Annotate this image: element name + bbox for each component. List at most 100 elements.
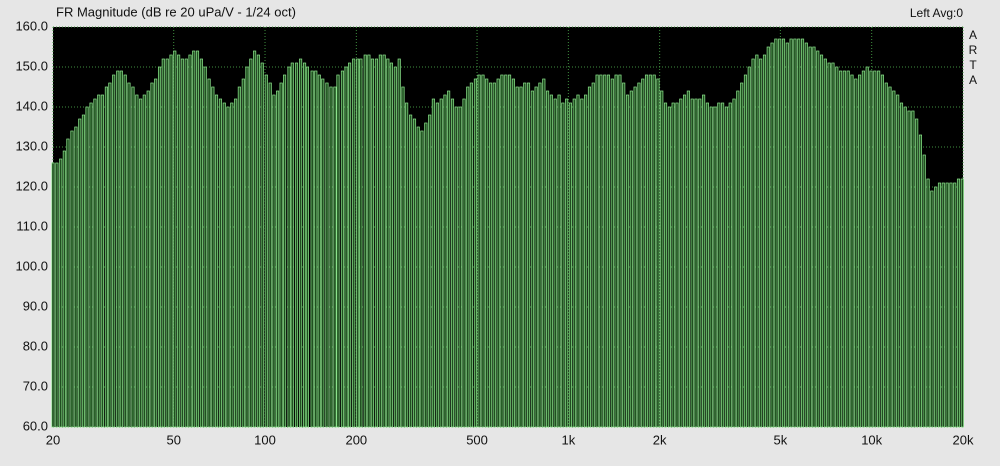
bar [173, 50, 177, 428]
bar [827, 62, 831, 428]
bar [93, 98, 97, 428]
bar [618, 74, 622, 428]
watermark: ARTA [966, 28, 980, 88]
x-tick-label: 100 [254, 432, 276, 447]
bar [473, 78, 478, 428]
bar [462, 98, 466, 428]
bar [839, 70, 843, 428]
bar [469, 82, 473, 428]
bar [299, 58, 303, 428]
bar [85, 106, 89, 428]
bar [911, 110, 915, 428]
bar [869, 70, 873, 428]
bar [759, 58, 763, 428]
bar [526, 82, 531, 428]
bar [268, 82, 272, 428]
bar [348, 62, 352, 428]
bar [625, 94, 630, 428]
bar [374, 58, 379, 428]
bar [333, 86, 337, 428]
bar [721, 102, 725, 428]
bar [276, 90, 280, 428]
bar [762, 54, 767, 428]
bar [321, 78, 325, 428]
bar [66, 138, 70, 428]
bar [439, 98, 443, 428]
bar [218, 98, 223, 428]
x-tick-label: 20 [46, 432, 60, 447]
bar [142, 94, 146, 428]
bar [713, 106, 717, 428]
bar [698, 98, 702, 428]
bar [858, 74, 862, 428]
bar [420, 130, 424, 428]
bar [435, 102, 439, 428]
bar [770, 42, 774, 428]
bar [119, 70, 123, 428]
bar [934, 186, 938, 428]
y-tick-label: 120.0 [15, 178, 48, 193]
bar [800, 38, 805, 428]
bar [504, 74, 508, 428]
bar [606, 74, 611, 428]
bar [116, 70, 120, 428]
y-tick-label: 100.0 [15, 258, 48, 273]
bar [808, 46, 812, 428]
bar [610, 78, 614, 428]
x-tick-label: 2k [653, 432, 667, 447]
bar [428, 114, 432, 428]
bar [450, 98, 455, 428]
bar [100, 94, 104, 428]
bar [690, 98, 694, 428]
bar [195, 50, 200, 428]
bar [401, 86, 405, 428]
bar [789, 38, 793, 428]
bar [515, 86, 519, 428]
bar [629, 90, 633, 428]
bar [443, 94, 447, 428]
bar [74, 126, 78, 428]
bar [797, 38, 801, 428]
bar [230, 102, 234, 428]
bar [310, 70, 314, 428]
bar [177, 54, 181, 428]
bar [850, 74, 854, 428]
bar [656, 78, 660, 428]
bar [644, 74, 649, 428]
bar [614, 74, 618, 428]
y-tick-label: 90.0 [23, 298, 48, 313]
bar [819, 54, 824, 428]
bar [264, 74, 268, 428]
bar [652, 74, 656, 428]
bar [203, 66, 207, 428]
bar [62, 150, 66, 428]
bar [139, 98, 143, 428]
bar [896, 94, 900, 428]
bar [755, 54, 759, 428]
bar [211, 86, 215, 428]
bar [329, 86, 333, 428]
bar [409, 114, 413, 428]
x-tick-label: 500 [466, 432, 488, 447]
bar [587, 86, 592, 428]
bar [127, 82, 131, 428]
bar [431, 98, 435, 428]
bar [751, 58, 755, 428]
bar [290, 62, 294, 428]
bar [51, 162, 55, 428]
bar [877, 70, 881, 428]
bar [846, 70, 850, 428]
bar [595, 74, 599, 428]
x-tick-label: 50 [166, 432, 180, 447]
bar [192, 50, 196, 428]
bar [663, 102, 668, 428]
bar [123, 74, 127, 428]
bar [804, 42, 808, 428]
bar [481, 74, 485, 428]
annotation: Left Avg:0 [910, 6, 963, 20]
bar [728, 102, 732, 428]
bar [732, 98, 736, 428]
x-tick-label: 20k [953, 432, 974, 447]
bar [831, 62, 835, 428]
bar [599, 74, 603, 428]
